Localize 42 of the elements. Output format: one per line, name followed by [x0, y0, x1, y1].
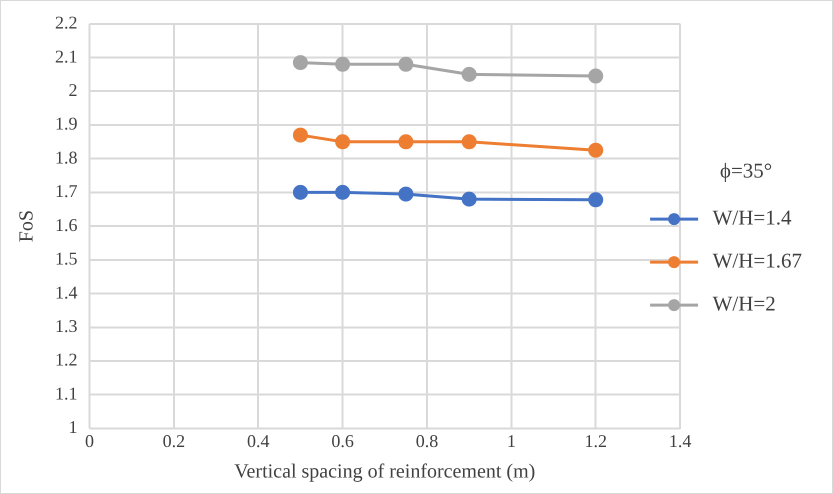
y-tick-label: 2.1	[55, 46, 78, 66]
y-axis-title: FoS	[15, 210, 38, 242]
point	[462, 134, 477, 150]
x-tick-label: 1.2	[584, 430, 607, 451]
y-tick-label: 1.8	[55, 147, 78, 168]
point	[398, 186, 414, 202]
point	[335, 134, 350, 150]
x-tick-label: 0.4	[246, 430, 270, 451]
y-tick-label: 1.1	[55, 383, 78, 404]
x-tick-label: 0.2	[162, 430, 186, 451]
point	[398, 134, 414, 150]
y-tick-label: 2.2	[55, 12, 78, 33]
legend-title: ϕ=35°	[720, 158, 772, 182]
point	[462, 66, 477, 82]
point	[462, 192, 477, 207]
point	[335, 56, 350, 72]
y-tick-label: 1.9	[55, 114, 78, 134]
x-tick-label: 1.4	[668, 430, 692, 451]
point	[588, 192, 604, 208]
y-tick-label: 1.7	[55, 181, 78, 202]
y-tick-label: 1.4	[55, 282, 78, 302]
point	[335, 184, 350, 200]
legend-label: W/H=2	[712, 292, 776, 316]
y-tick-label: 1.3	[55, 316, 78, 336]
y-tick-label: 1.5	[55, 248, 78, 269]
y-tick-label: 1	[68, 417, 78, 438]
point	[588, 68, 604, 84]
y-tick-label: 1.6	[55, 214, 78, 235]
x-tick-label: 0.8	[416, 430, 438, 451]
y-tick-label: 2	[68, 80, 78, 100]
legend-label: W/H=1.67	[712, 248, 802, 273]
legend-label: W/H=1.4	[712, 206, 792, 230]
point	[292, 128, 308, 143]
point	[292, 184, 308, 200]
x-axis-title: Vertical spacing of reinforcement (m)	[234, 460, 536, 482]
x-tick-label: 0	[85, 430, 94, 451]
point	[398, 56, 414, 72]
x-tick-label: 1	[506, 430, 516, 451]
y-tick-label: 1.2	[55, 350, 78, 370]
point	[292, 55, 308, 70]
x-tick-label: 0.6	[331, 430, 354, 451]
point	[588, 142, 604, 158]
